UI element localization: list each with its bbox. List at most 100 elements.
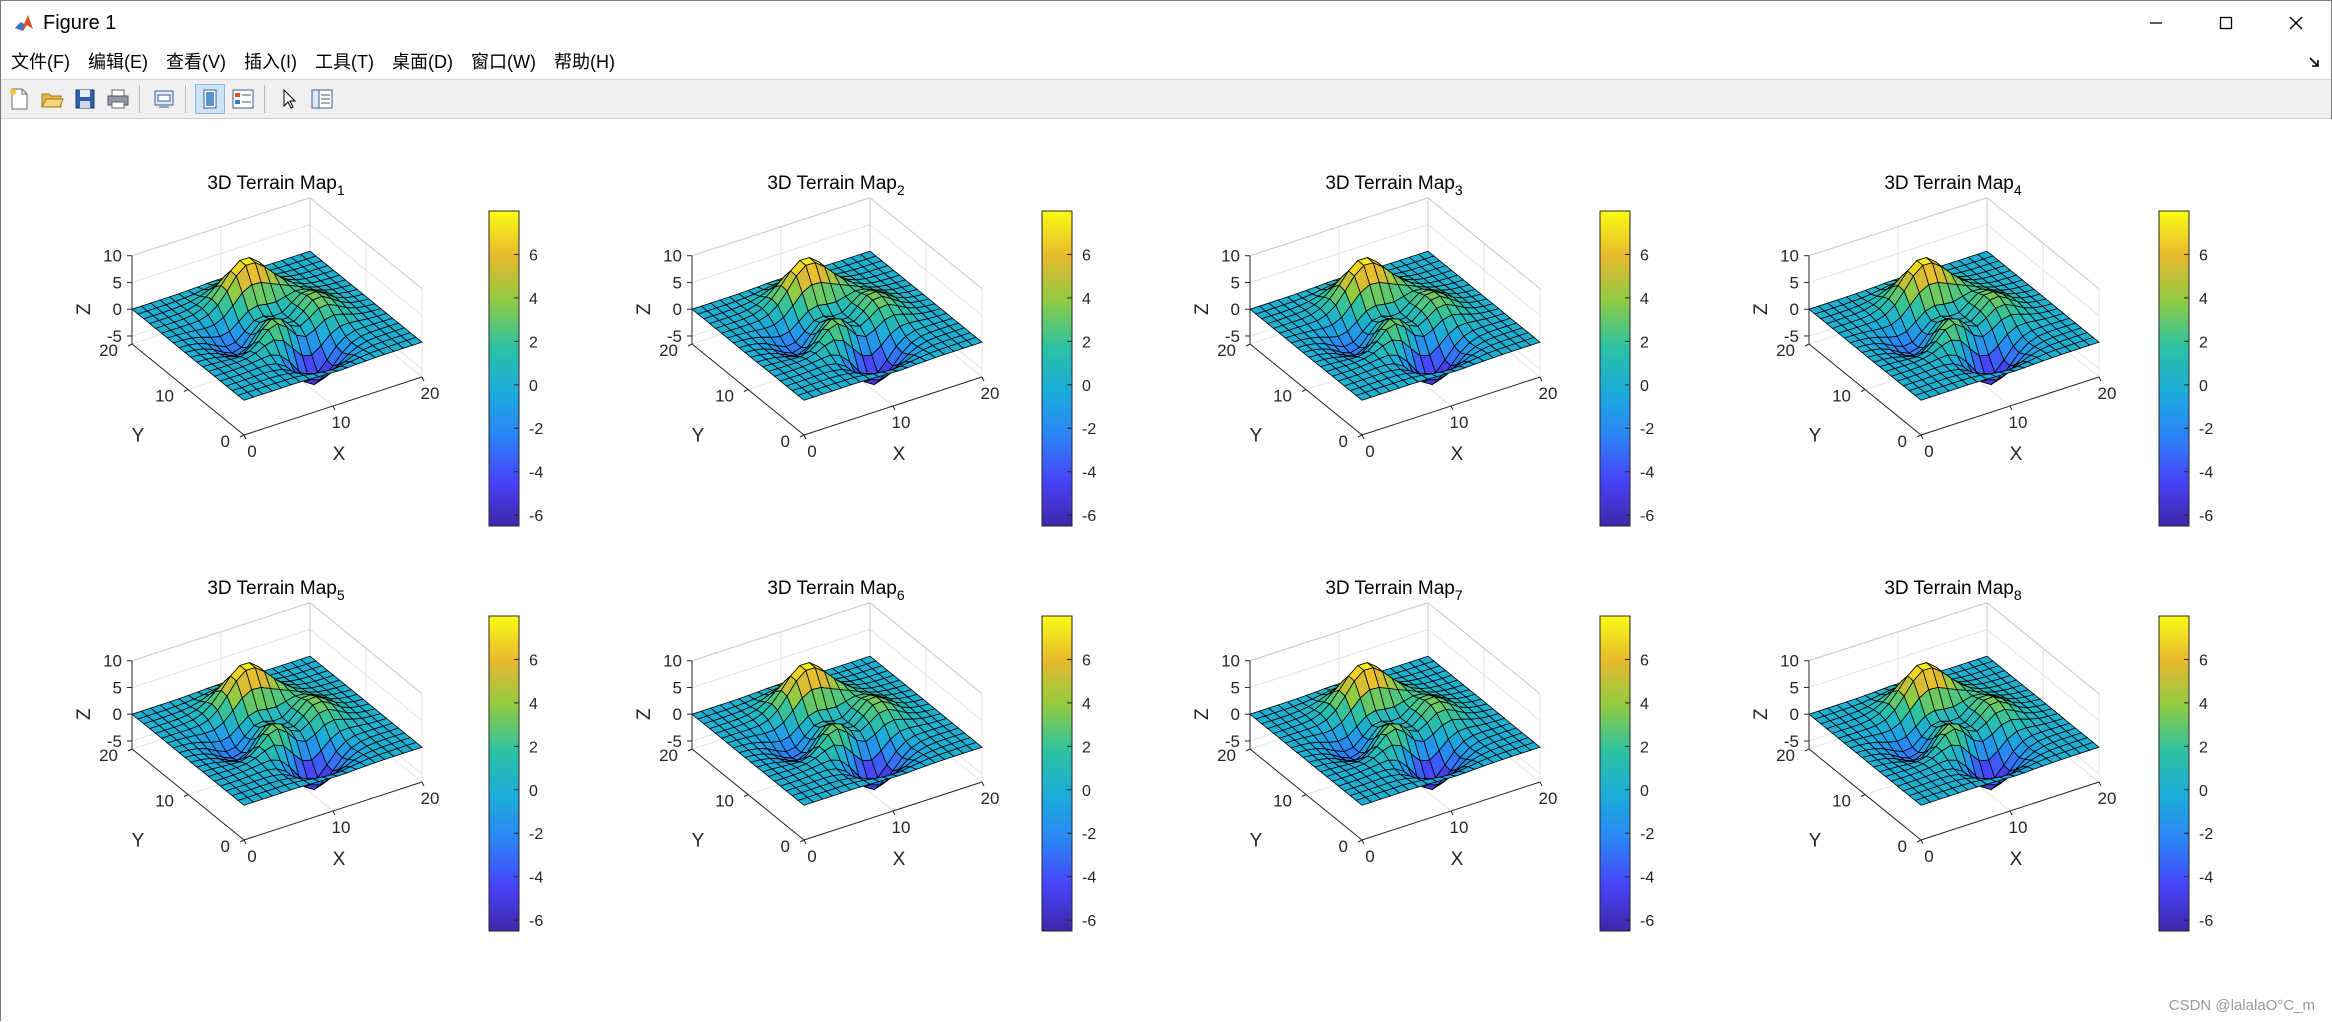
menu-edit[interactable]: 编辑(E) bbox=[87, 52, 148, 72]
z-tick-label: 0 bbox=[673, 705, 682, 724]
plot-browser-button[interactable] bbox=[307, 84, 337, 114]
colorbar-tick-label: 6 bbox=[1082, 247, 1091, 264]
menu-insert[interactable]: 插入(I) bbox=[243, 52, 297, 72]
colorbar-tick-label: 0 bbox=[529, 783, 538, 800]
colorbar-tick-label: -4 bbox=[529, 870, 543, 887]
menu-help[interactable]: 帮助(H) bbox=[553, 52, 615, 72]
print-button[interactable] bbox=[103, 84, 133, 114]
x-tick-label: 20 bbox=[981, 789, 1000, 808]
grid-line bbox=[691, 223, 871, 283]
colorbar-tick-label: 2 bbox=[1082, 334, 1091, 351]
open-file-button[interactable] bbox=[37, 84, 67, 114]
y-tick-label: 10 bbox=[1273, 792, 1292, 811]
colorbar-tick-label: -6 bbox=[2199, 508, 2213, 525]
z-tick-label: 5 bbox=[1231, 273, 1240, 292]
x-tick bbox=[981, 376, 985, 382]
colorbar-tick-label: -2 bbox=[1082, 421, 1096, 438]
maximize-button[interactable] bbox=[2191, 1, 2261, 45]
surface bbox=[1808, 250, 2100, 401]
colorbar bbox=[2158, 615, 2190, 932]
surface-patch bbox=[1914, 391, 1932, 401]
open-file-icon bbox=[41, 93, 64, 108]
y-tick-label: 20 bbox=[99, 341, 118, 360]
link-plot-button[interactable] bbox=[195, 84, 225, 114]
y-tick bbox=[1860, 389, 1866, 392]
x-tick bbox=[243, 434, 247, 440]
colorbar-tick-label: -6 bbox=[1640, 913, 1654, 930]
menu-window[interactable]: 窗口(W) bbox=[470, 52, 536, 72]
axes-box-edge bbox=[309, 602, 423, 695]
menu-tools[interactable]: 工具(T) bbox=[314, 52, 374, 72]
new-figure-button[interactable] bbox=[4, 84, 34, 114]
colorbar bbox=[488, 615, 520, 932]
colorbar-tick-label: 6 bbox=[529, 652, 538, 669]
y-tick-label: 0 bbox=[1898, 837, 1907, 856]
x-axis-label: X bbox=[893, 444, 906, 465]
figure-canvas[interactable]: 0 10 20 0 10 20 -5 0 5 10 X Y Z 3D Terrain Map1 -6 -4 -2… bbox=[1, 119, 2332, 1022]
axes-box-edge bbox=[1249, 602, 1429, 662]
edit-plot-button[interactable] bbox=[274, 84, 304, 114]
colorbar-tick-label: -4 bbox=[2199, 870, 2213, 887]
colorbar-tick-label: 6 bbox=[1082, 652, 1091, 669]
z-axis-label: Z bbox=[1192, 303, 1213, 315]
axes-box-edge bbox=[691, 602, 871, 662]
minimize-icon bbox=[2150, 22, 2162, 24]
menu-desktop[interactable]: 桌面(D) bbox=[391, 52, 453, 72]
surface-patch bbox=[1355, 391, 1373, 401]
minimize-button[interactable] bbox=[2121, 1, 2191, 45]
y-tick-label: 10 bbox=[715, 792, 734, 811]
surface-patch bbox=[1355, 796, 1373, 806]
surface bbox=[131, 250, 423, 401]
y-axis-label: Y bbox=[692, 426, 705, 447]
menu-view[interactable]: 查看(V) bbox=[165, 52, 226, 72]
colorbar-tick-label: -4 bbox=[529, 465, 543, 482]
plot-browser-icon bbox=[311, 89, 333, 109]
x-tick bbox=[2009, 810, 2013, 816]
colorbar-tick-label: 6 bbox=[1640, 247, 1649, 264]
subplot-title: 3D Terrain Map2 bbox=[767, 173, 905, 198]
colorbar-tick-label: 4 bbox=[529, 291, 538, 308]
property-inspector-button[interactable] bbox=[228, 84, 258, 114]
colorbar-tick-label: -2 bbox=[2199, 421, 2213, 438]
y-axis-label: Y bbox=[1809, 831, 1822, 852]
x-tick bbox=[1361, 434, 1365, 440]
colorbar bbox=[488, 210, 520, 527]
close-button[interactable] bbox=[2261, 1, 2331, 45]
z-axis-label: Z bbox=[634, 708, 655, 720]
menu-file[interactable]: 文件(F) bbox=[11, 52, 70, 72]
save-button[interactable] bbox=[70, 84, 100, 114]
x-tick bbox=[981, 781, 985, 787]
surface-patch bbox=[797, 391, 815, 401]
print-preview-icon bbox=[154, 90, 174, 108]
x-tick-label: 10 bbox=[1450, 818, 1469, 837]
colorbar-tick-label: 0 bbox=[1082, 378, 1091, 395]
x-tick-label: 10 bbox=[892, 413, 911, 432]
save-icon bbox=[75, 89, 95, 109]
print-preview-button[interactable] bbox=[149, 84, 179, 114]
grid-line bbox=[869, 629, 983, 721]
dock-arrow-icon[interactable] bbox=[2307, 55, 2321, 69]
x-tick-label: 10 bbox=[1450, 413, 1469, 432]
grid-line bbox=[1249, 628, 1429, 688]
y-tick-label: 20 bbox=[1776, 341, 1795, 360]
colorbar bbox=[1599, 210, 1631, 527]
y-tick-label: 0 bbox=[221, 837, 230, 856]
axes-box-edge bbox=[1986, 197, 2100, 290]
toolbar-separator bbox=[185, 85, 186, 113]
subplot-title: 3D Terrain Map8 bbox=[1884, 578, 2022, 603]
z-tick-label: 5 bbox=[673, 678, 682, 697]
y-axis-label: Y bbox=[1250, 426, 1263, 447]
title-bar[interactable]: Figure 1 bbox=[1, 1, 2331, 45]
z-tick-label: 5 bbox=[673, 273, 682, 292]
y-tick bbox=[239, 434, 245, 438]
x-tick-label: 0 bbox=[1924, 847, 1933, 866]
